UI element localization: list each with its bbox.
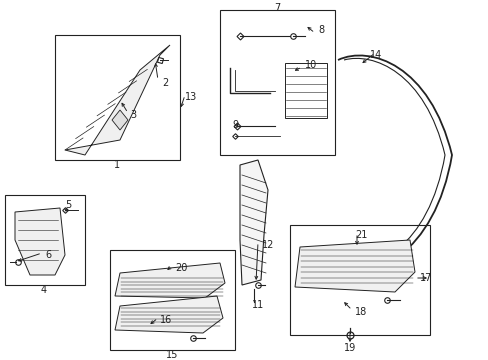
Text: 8: 8 xyxy=(317,25,324,35)
Polygon shape xyxy=(15,208,65,275)
Text: 20: 20 xyxy=(175,263,187,273)
Bar xyxy=(5,195,85,285)
Text: 1: 1 xyxy=(114,160,120,170)
Text: 6: 6 xyxy=(45,250,51,260)
Bar xyxy=(285,63,326,118)
Text: 11: 11 xyxy=(251,300,264,310)
Polygon shape xyxy=(294,240,414,292)
Bar xyxy=(110,250,235,350)
Text: 12: 12 xyxy=(262,240,274,250)
Bar xyxy=(55,35,180,160)
Bar xyxy=(289,225,429,335)
Text: 15: 15 xyxy=(165,350,178,360)
Text: 4: 4 xyxy=(41,285,47,295)
Text: 10: 10 xyxy=(305,60,317,70)
Text: 5: 5 xyxy=(65,200,71,210)
Text: 21: 21 xyxy=(354,230,366,240)
Polygon shape xyxy=(65,45,170,155)
Bar xyxy=(220,10,334,155)
Text: 2: 2 xyxy=(162,78,168,88)
Text: 14: 14 xyxy=(369,50,382,60)
Text: 16: 16 xyxy=(160,315,172,325)
Text: 19: 19 xyxy=(343,343,355,353)
Polygon shape xyxy=(115,263,224,298)
Text: 18: 18 xyxy=(354,307,366,317)
Text: 3: 3 xyxy=(130,110,136,120)
Text: 17: 17 xyxy=(419,273,431,283)
Text: 13: 13 xyxy=(184,92,197,102)
Polygon shape xyxy=(115,296,223,333)
Text: 9: 9 xyxy=(231,120,238,130)
Polygon shape xyxy=(112,110,128,130)
Text: 7: 7 xyxy=(273,3,280,13)
Polygon shape xyxy=(240,160,267,285)
